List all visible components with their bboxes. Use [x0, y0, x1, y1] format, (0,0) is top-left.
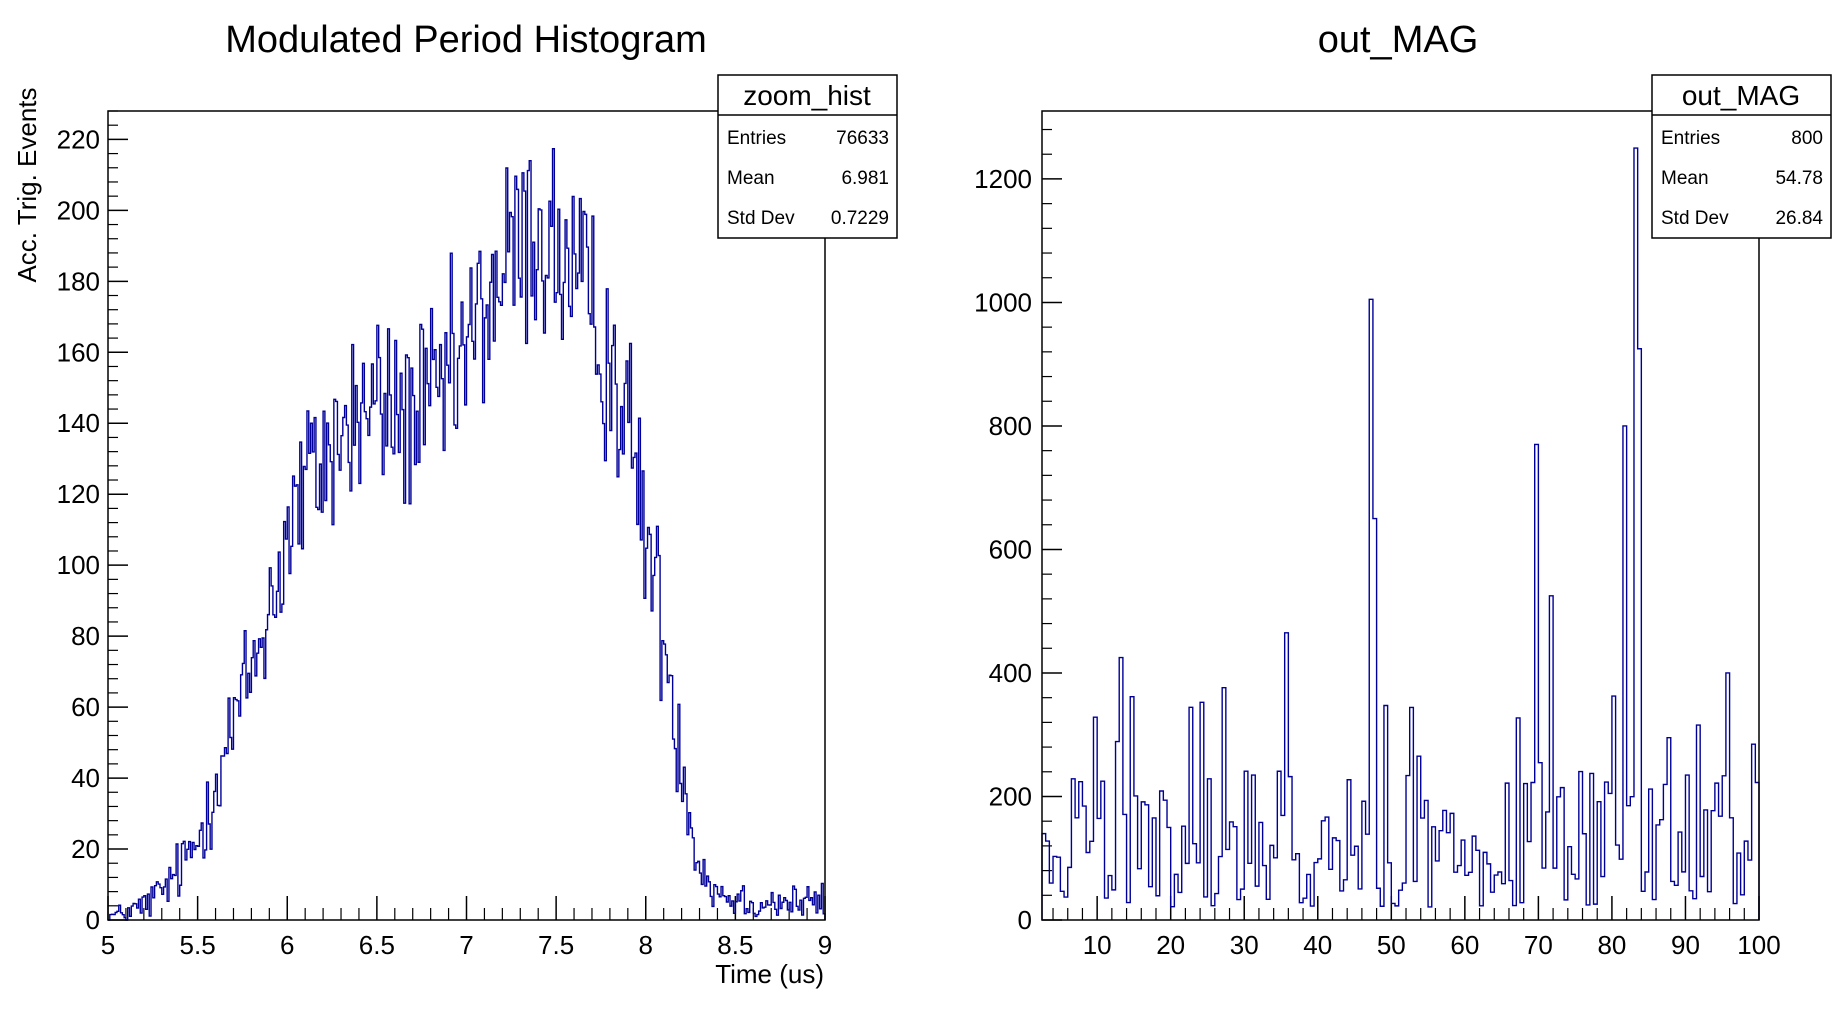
left-stats-title: zoom_hist — [743, 80, 871, 111]
right-axis-ticks: 0 200 400 600 800 1000 1200 10 20 30 40 50 60 70 80 90 1… — [974, 128, 1781, 960]
left-stats-label: Mean — [727, 168, 775, 189]
x-tick-label: 90 — [1671, 930, 1700, 960]
x-tick-label: 5 — [101, 930, 115, 960]
x-tick-label: 7.5 — [538, 930, 574, 960]
x-tick-label: 20 — [1156, 930, 1185, 960]
left-axis-ticks: 0 20 40 60 80 100 120 140 160 180 200 220 5 5.5 6 6.5 7 7… — [57, 110, 832, 960]
y-tick-label: 120 — [57, 479, 100, 509]
left-stats-box: zoom_hist Entries 76633 Mean 6.981 Std D… — [717, 74, 898, 239]
right-stats-value: 54.78 — [1775, 168, 1823, 189]
x-tick-label: 5.5 — [180, 930, 216, 960]
left-stats-label: Entries — [727, 128, 786, 149]
right-histogram-line — [1041, 147, 1760, 920]
right-stats-box: out_MAG Entries 800 Mean 54.78 Std Dev 2… — [1651, 74, 1832, 239]
right-stats-title: out_MAG — [1682, 80, 1800, 111]
left-histogram-line — [108, 148, 826, 921]
y-tick-label: 220 — [57, 124, 100, 154]
y-tick-label: 200 — [57, 195, 100, 225]
x-tick-label: 6.5 — [359, 930, 395, 960]
x-tick-label: 10 — [1083, 930, 1112, 960]
x-tick-label: 30 — [1230, 930, 1259, 960]
x-tick-label: 8.5 — [717, 930, 753, 960]
x-tick-label: 9 — [818, 930, 832, 960]
y-tick-label: 200 — [989, 781, 1032, 811]
right-plot-frame — [1041, 110, 1760, 921]
y-tick-label: 20 — [71, 834, 100, 864]
y-tick-label: 0 — [1018, 905, 1032, 935]
left-chart-title: Modulated Period Histogram — [225, 19, 707, 61]
left-stats-label: Std Dev — [727, 208, 795, 229]
left-y-axis-label: Acc. Trig. Events — [12, 87, 42, 282]
x-tick-label: 100 — [1737, 930, 1780, 960]
y-tick-label: 0 — [86, 905, 100, 935]
right-stats-label: Entries — [1661, 128, 1720, 149]
left-stats-value: 6.981 — [841, 168, 889, 189]
left-plot-frame — [107, 110, 826, 921]
x-tick-label: 40 — [1303, 930, 1332, 960]
y-tick-label: 40 — [71, 763, 100, 793]
y-tick-label: 1200 — [974, 164, 1032, 194]
x-tick-label: 7 — [459, 930, 473, 960]
x-tick-label: 8 — [639, 930, 653, 960]
y-tick-label: 1000 — [974, 287, 1032, 317]
left-stats-value: 76633 — [836, 128, 889, 149]
y-tick-label: 800 — [989, 411, 1032, 441]
y-tick-label: 100 — [57, 550, 100, 580]
left-x-axis-label: Time (us) — [715, 959, 824, 989]
x-tick-label: 60 — [1450, 930, 1479, 960]
y-tick-label: 400 — [989, 658, 1032, 688]
y-tick-label: 80 — [71, 621, 100, 651]
left-stats-value: 0.7229 — [831, 208, 889, 229]
right-stats-value: 26.84 — [1775, 208, 1823, 229]
y-tick-label: 160 — [57, 337, 100, 367]
y-tick-label: 60 — [71, 692, 100, 722]
right-stats-value: 800 — [1791, 128, 1823, 149]
right-stats-label: Std Dev — [1661, 208, 1729, 229]
x-tick-label: 50 — [1377, 930, 1406, 960]
right-stats-label: Mean — [1661, 168, 1709, 189]
right-panel: out_MAG 0 200 400 600 800 1000 1200 10 20 30 40 50 6… — [974, 19, 1832, 960]
x-tick-label: 6 — [280, 930, 294, 960]
y-tick-label: 600 — [989, 534, 1032, 564]
left-panel: Modulated Period Histogram Acc. Trig. Ev… — [12, 19, 898, 989]
y-tick-label: 180 — [57, 266, 100, 296]
right-chart-title: out_MAG — [1318, 19, 1479, 61]
y-tick-label: 140 — [57, 408, 100, 438]
x-tick-label: 70 — [1524, 930, 1553, 960]
x-tick-label: 80 — [1597, 930, 1626, 960]
